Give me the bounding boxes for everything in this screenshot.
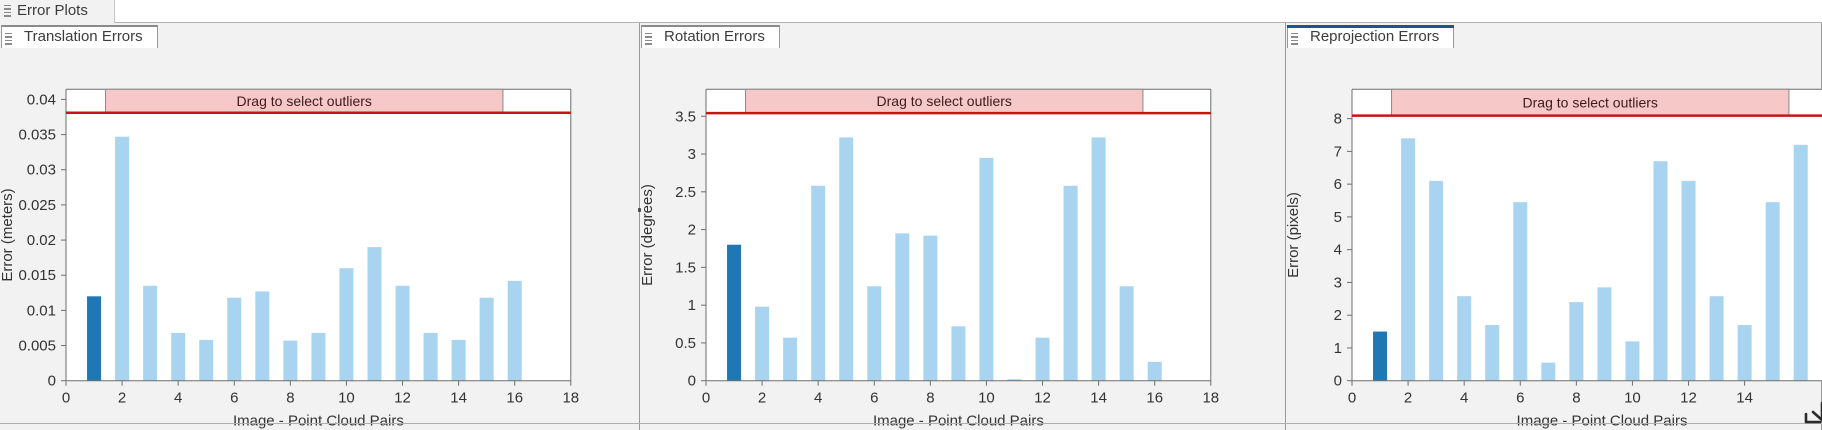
svg-text:0.03: 0.03	[27, 162, 56, 179]
svg-text:3.5: 3.5	[675, 108, 696, 125]
svg-text:Error (meters): Error (meters)	[0, 188, 16, 281]
svg-text:Drag to select outliers: Drag to select outliers	[237, 93, 372, 109]
svg-text:0: 0	[62, 390, 70, 407]
svg-text:2: 2	[118, 390, 126, 407]
svg-text:0.5: 0.5	[675, 335, 696, 352]
svg-text:2.5: 2.5	[675, 184, 696, 201]
svg-text:14: 14	[1736, 390, 1753, 407]
svg-text:2: 2	[1334, 307, 1342, 324]
svg-text:12: 12	[1034, 390, 1051, 407]
svg-text:1: 1	[1334, 340, 1342, 357]
svg-text:12: 12	[394, 390, 411, 407]
svg-text:4: 4	[174, 390, 182, 407]
svg-text:0: 0	[688, 373, 696, 390]
svg-text:Drag to select outliers: Drag to select outliers	[877, 93, 1012, 109]
svg-text:Image - Point Cloud Pairs: Image - Point Cloud Pairs	[233, 413, 404, 430]
svg-text:0.04: 0.04	[27, 91, 56, 108]
svg-text:Drag to select outliers: Drag to select outliers	[1523, 94, 1658, 110]
svg-text:16: 16	[506, 390, 523, 407]
svg-text:8: 8	[926, 390, 934, 407]
svg-text:0: 0	[702, 390, 710, 407]
svg-text:Image - Point Cloud Pairs: Image - Point Cloud Pairs	[873, 413, 1044, 430]
svg-text:10: 10	[338, 390, 355, 407]
svg-text:0.025: 0.025	[18, 197, 56, 214]
svg-text:10: 10	[1624, 390, 1641, 407]
svg-text:0.015: 0.015	[18, 267, 56, 284]
svg-text:3: 3	[688, 146, 696, 163]
svg-text:12: 12	[1680, 390, 1697, 407]
svg-text:Image - Point Cloud Pairs: Image - Point Cloud Pairs	[1517, 413, 1688, 430]
svg-text:4: 4	[1334, 242, 1342, 259]
svg-text:5: 5	[1334, 209, 1342, 226]
svg-text:16: 16	[1146, 390, 1163, 407]
svg-text:0.01: 0.01	[27, 302, 56, 319]
svg-text:6: 6	[230, 390, 238, 407]
svg-text:0: 0	[1334, 373, 1342, 390]
svg-text:2: 2	[1404, 390, 1412, 407]
svg-text:3: 3	[1334, 274, 1342, 291]
svg-text:8: 8	[286, 390, 294, 407]
svg-text:18: 18	[562, 390, 579, 407]
svg-text:8: 8	[1572, 390, 1580, 407]
svg-text:1.5: 1.5	[675, 259, 696, 276]
svg-text:2: 2	[688, 222, 696, 239]
svg-text:14: 14	[450, 390, 467, 407]
svg-text:4: 4	[1460, 390, 1468, 407]
svg-text:Error (degrees): Error (degrees)	[640, 184, 656, 286]
svg-text:Error (pixels): Error (pixels)	[1286, 192, 1302, 278]
svg-text:18: 18	[1202, 390, 1219, 407]
svg-text:6: 6	[1516, 390, 1524, 407]
svg-text:4: 4	[814, 390, 822, 407]
svg-text:0.005: 0.005	[18, 338, 56, 355]
svg-text:0.02: 0.02	[27, 232, 56, 249]
svg-text:10: 10	[978, 390, 995, 407]
svg-text:2: 2	[758, 390, 766, 407]
svg-text:0.035: 0.035	[18, 127, 56, 144]
svg-text:6: 6	[870, 390, 878, 407]
svg-text:6: 6	[1334, 176, 1342, 193]
svg-text:0: 0	[48, 373, 56, 390]
svg-text:14: 14	[1090, 390, 1107, 407]
svg-text:1: 1	[688, 297, 696, 314]
svg-text:0: 0	[1348, 390, 1356, 407]
svg-text:7: 7	[1334, 143, 1342, 160]
svg-text:8: 8	[1334, 111, 1342, 128]
